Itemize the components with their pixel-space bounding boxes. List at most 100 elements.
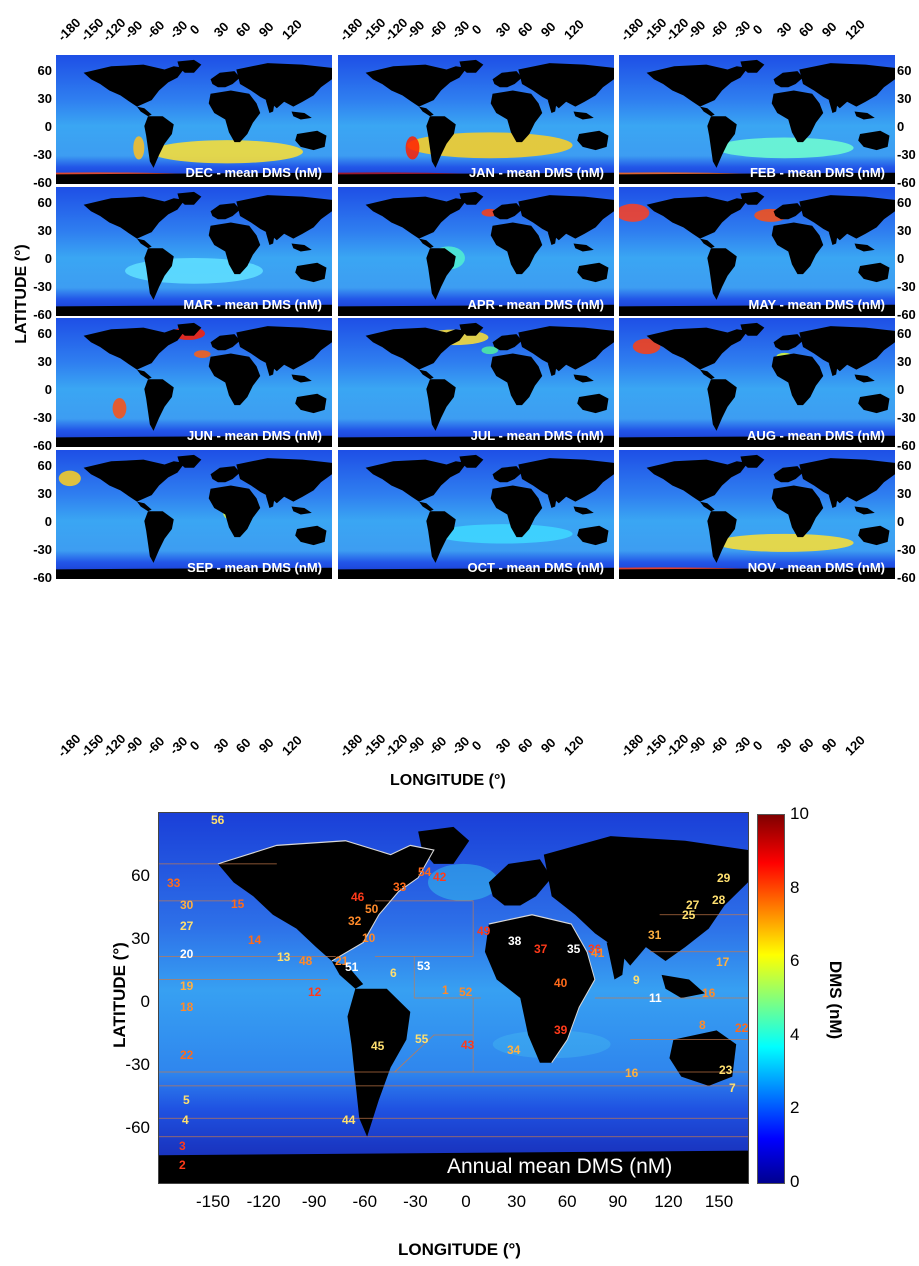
lon-tick-label: -180 [617,14,647,45]
region-number: 53 [417,959,431,973]
month-panel: DEC - mean DMS (nM) [56,55,332,184]
region-number: 16 [625,1066,639,1080]
annual-lat-tick-label: -60 [125,1118,150,1137]
region-number: 17 [716,955,730,969]
month-panel-label: JUN - mean DMS (nM) [186,428,322,443]
annual-mean-map: 56 33 30 27 20 19 18 22 5 4 3 2 15 14 13 48 21 32 50 46 33 42… [158,812,749,1184]
lon-tick-label: 60 [795,735,817,756]
lon-tick-label: 30 [210,735,232,756]
region-number: 3 [179,1139,186,1153]
lon-tick-label: -180 [336,14,366,45]
annual-lon-tick-label: 120 [654,1192,683,1211]
month-panel-label: AUG - mean DMS (nM) [747,428,885,443]
colorbar-tick-label: 4 [790,1024,800,1044]
lon-tick-label: 60 [232,735,254,756]
lon-tick-label: -180 [336,730,366,761]
lon-tick-label: 0 [749,737,766,754]
lon-tick-label: -30 [165,733,190,758]
region-number: 7 [729,1081,736,1095]
region-number: 54 [418,865,432,879]
lon-tick-label: 0 [468,737,485,754]
region-number: 2 [179,1158,186,1172]
colorbar-tick-label: 8 [790,877,800,897]
month-panel-label: MAY - mean DMS (nM) [748,297,885,312]
lat-tick-label: 0 [44,514,52,529]
region-number: 19 [180,979,194,993]
region-number: 41 [591,946,605,960]
region-number: 9 [633,973,640,987]
colorbar-tick-label: 6 [790,951,800,971]
month-panel-label: NOV - mean DMS (nM) [747,560,885,575]
region-number: 48 [299,954,313,968]
region-number: 52 [459,985,473,999]
region-number: 39 [554,1023,568,1037]
region-number: 38 [508,934,522,948]
annual-lon-tick-label: 60 [557,1192,577,1211]
colorbar [757,814,785,1184]
lat-tick-label: -30 [33,542,52,557]
lon-tick-label: 120 [278,732,305,759]
region-number: 31 [648,928,662,942]
lon-tick-label: -30 [165,17,190,42]
region-number: 6 [390,966,397,980]
lat-tick-label: 60 [897,63,912,78]
region-number: 5 [183,1093,190,1107]
lat-tick-label: 60 [37,63,52,78]
top-y-axis-title: LATITUDE (°) [13,244,30,344]
annual-lat-tick-label: 0 [140,992,150,1011]
region-number: 40 [554,976,568,990]
lon-tick-label: 0 [749,21,766,38]
region-number: 10 [362,931,376,945]
lat-tick-label: 60 [37,195,52,210]
region-number: 28 [712,893,726,907]
month-panel-label: DEC - mean DMS (nM) [185,165,323,180]
region-number: 20 [180,947,194,961]
lat-tick-label: -60 [897,307,916,322]
month-panel-label: FEB - mean DMS (nM) [749,165,885,180]
month-panel: JUL - mean DMS (nM) [338,318,614,447]
lon-tick-label: 60 [795,19,817,40]
lon-tick-label: -60 [143,733,168,758]
lat-tick-label: -30 [897,147,916,162]
lon-tick-label: -60 [706,733,731,758]
lon-tick-label: 30 [210,19,232,40]
region-number: 14 [248,933,262,947]
lat-tick-label: 60 [37,458,52,473]
lat-tick-label: 30 [897,91,912,106]
region-number: 11 [649,991,662,1005]
annual-lat-tick-label: 30 [131,929,150,948]
lat-tick-label: -60 [33,570,52,585]
lon-tick-label: 60 [514,735,536,756]
lat-tick-label: 30 [897,223,912,238]
lat-tick-label: -60 [33,438,52,453]
lat-tick-label: 30 [37,486,52,501]
colorbar-gradient [758,815,784,1183]
region-number: 50 [365,902,379,916]
lon-tick-label: 120 [560,16,587,43]
month-panel: MAR - mean DMS (nM) [56,187,332,316]
lon-tick-label: 60 [514,19,536,40]
lat-tick-label: -60 [33,175,52,190]
lat-tick-label: 30 [37,354,52,369]
annual-lon-tick-label: 30 [507,1192,527,1211]
region-number: 27 [686,898,700,912]
colorbar-tick-label: 2 [790,1098,800,1118]
region-number: 25 [682,908,696,922]
lon-tick-label: 60 [232,19,254,40]
lat-tick-label: -30 [897,542,916,557]
annual-map-label: Annual mean DMS (nM) [447,1155,673,1178]
region-number: 56 [211,813,225,827]
annual-lon-tick-label: -30 [403,1192,428,1211]
lat-tick-label: 0 [897,119,905,134]
region-number: 29 [717,871,731,885]
region-number: 55 [415,1032,429,1046]
region-number: 27 [180,919,194,933]
lat-tick-label: -60 [897,175,916,190]
lat-tick-label: 60 [897,458,912,473]
lon-tick-label: 30 [492,735,514,756]
month-panel-label: JAN - mean DMS (nM) [468,165,604,180]
month-panel: MAY - mean DMS (nM) [619,187,895,316]
lon-tick-label: -60 [425,17,450,42]
month-panel-label: MAR - mean DMS (nM) [183,297,322,312]
lat-tick-label: 30 [37,91,52,106]
